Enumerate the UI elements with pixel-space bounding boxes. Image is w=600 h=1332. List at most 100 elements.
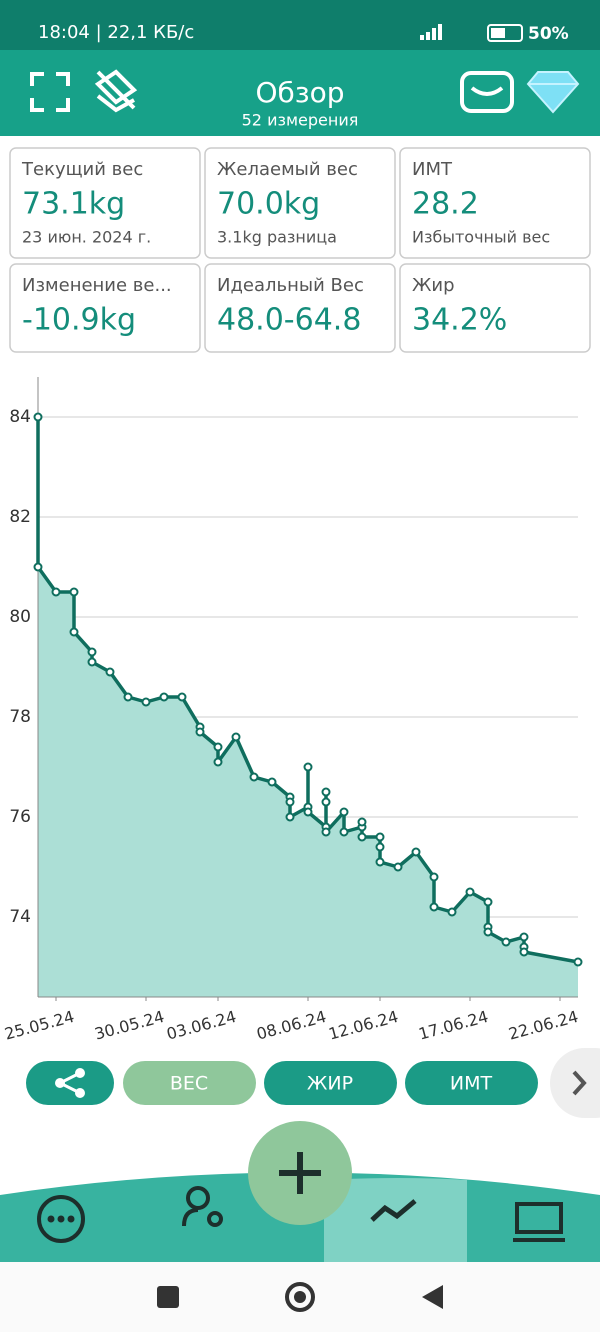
- cards: Текущий вес 73.1kg 23 июн. 2024 г. Желаемый…: [9, 147, 591, 353]
- weight-point: [465, 887, 475, 897]
- tab-button[interactable]: ИМТ: [405, 1061, 538, 1105]
- weight-point: [339, 827, 349, 837]
- header-subtitle: 52 измерения: [242, 111, 359, 130]
- battery-icon: [487, 24, 523, 42]
- weight-point: [519, 947, 529, 957]
- weight-point: [141, 697, 151, 707]
- card-label: Желаемый вес: [217, 159, 358, 180]
- weight-point: [483, 897, 493, 907]
- card-value: 28.2: [412, 187, 479, 222]
- y-tick-label: 84: [9, 407, 31, 427]
- x-tick-label: 03.06.24: [164, 1007, 238, 1044]
- weight-point: [69, 627, 79, 637]
- expand-button[interactable]: [30, 72, 70, 112]
- weight-point: [249, 772, 259, 782]
- weight-point: [33, 562, 43, 572]
- card-label: Изменение ве...: [22, 275, 172, 296]
- share-button[interactable]: [26, 1061, 114, 1105]
- nav-more[interactable]: [37, 1195, 85, 1243]
- layers-button[interactable]: [94, 69, 138, 113]
- header-title: Обзор: [255, 76, 344, 109]
- card-note: 3.1kg разница: [217, 228, 337, 247]
- card-value: 73.1kg: [22, 187, 125, 222]
- weight-point: [303, 762, 313, 772]
- info-card[interactable]: Жир 34.2%: [399, 263, 591, 353]
- x-tick-label: 12.06.24: [326, 1007, 400, 1044]
- y-tick-label: 82: [9, 507, 31, 527]
- weight-point: [339, 807, 349, 817]
- weight-point: [573, 957, 583, 967]
- premium-button[interactable]: [526, 71, 580, 114]
- x-tick-label: 25.05.24: [2, 1007, 76, 1044]
- card-value: 34.2%: [412, 303, 507, 338]
- weight-area: [38, 417, 578, 997]
- tab-label: ЖИР: [307, 1073, 353, 1095]
- card-label: Идеальный Вес: [217, 275, 364, 296]
- tab-label: ИМТ: [450, 1073, 493, 1095]
- x-tick-label: 22.06.24: [506, 1007, 580, 1044]
- recent-button[interactable]: [157, 1286, 179, 1308]
- nav-chart[interactable]: [370, 1199, 417, 1222]
- nav-selected: [324, 1178, 467, 1262]
- home-dot: [294, 1291, 306, 1303]
- tab-button[interactable]: ЖИР: [264, 1061, 397, 1105]
- header: [0, 50, 600, 136]
- card-note: 23 июн. 2024 г.: [22, 228, 151, 247]
- battery-text: 50%: [528, 24, 569, 44]
- weight-point: [87, 647, 97, 657]
- card-label: Жир: [412, 275, 455, 296]
- card-frame: [204, 263, 396, 353]
- weight-point: [519, 932, 529, 942]
- card-label: ИМТ: [412, 159, 453, 180]
- info-card[interactable]: Текущий вес 73.1kg 23 июн. 2024 г.: [9, 147, 201, 259]
- signal-icon: [420, 24, 442, 40]
- info-card[interactable]: ИМТ 28.2 Избыточный вес: [399, 147, 591, 259]
- weight-point: [357, 817, 367, 827]
- weight-point: [69, 587, 79, 597]
- mail-button[interactable]: [460, 71, 514, 113]
- info-card[interactable]: Желаемый вес 70.0kg 3.1kg разница: [204, 147, 396, 259]
- tab-background: [264, 1061, 397, 1105]
- battery-level: [491, 28, 505, 38]
- nav-list[interactable]: [513, 1202, 565, 1242]
- weight-point: [303, 807, 313, 817]
- x-tick-label: 17.06.24: [416, 1007, 490, 1044]
- weight-point: [177, 692, 187, 702]
- tabs: ВЕС ЖИР ИМТ: [123, 1061, 538, 1105]
- weight-point: [321, 787, 331, 797]
- weight-point: [213, 742, 223, 752]
- tab-background: [123, 1061, 256, 1105]
- weight-point: [123, 692, 133, 702]
- more-tabs-button[interactable]: [550, 1048, 600, 1118]
- tab-background: [405, 1061, 538, 1105]
- info-card[interactable]: Изменение ве... -10.9kg: [9, 263, 201, 353]
- weight-point: [231, 732, 241, 742]
- weight-point: [429, 872, 439, 882]
- weight-point: [285, 812, 295, 822]
- status-time: 18:04 | 22,1 КБ/с: [38, 22, 194, 43]
- home-button[interactable]: [285, 1282, 315, 1312]
- weight-point: [357, 832, 367, 842]
- weight-point: [375, 832, 385, 842]
- card-frame: [399, 147, 591, 259]
- weight-point: [483, 927, 493, 937]
- back-button[interactable]: [422, 1285, 443, 1309]
- weight-point: [87, 657, 97, 667]
- card-frame: [9, 147, 201, 259]
- y-tick-label: 74: [9, 907, 31, 927]
- weight-point: [321, 797, 331, 807]
- add-button[interactable]: [248, 1121, 352, 1225]
- x-tick-label: 30.05.24: [92, 1007, 166, 1044]
- tab-button[interactable]: ВЕС: [123, 1061, 256, 1105]
- weight-point: [195, 727, 205, 737]
- weight-point: [159, 692, 169, 702]
- nav-profile[interactable]: [182, 1186, 223, 1227]
- card-value: 48.0-64.8: [217, 303, 361, 338]
- card-frame: [9, 263, 201, 353]
- y-tick-label: 80: [9, 607, 31, 627]
- weight-point: [411, 847, 421, 857]
- info-card[interactable]: Идеальный Вес 48.0-64.8: [204, 263, 396, 353]
